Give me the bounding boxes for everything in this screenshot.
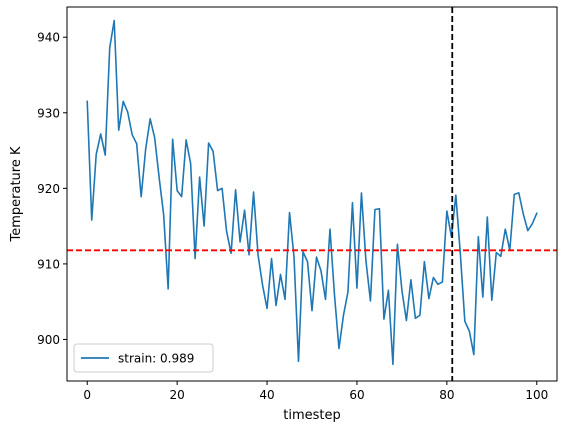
y-axis-label: Temperature K [9,146,24,242]
axes-frame [66,6,558,382]
x-tick-label: 40 [259,388,274,402]
data-layer [67,7,557,381]
legend-label: strain: 0.989 [118,352,194,366]
plot-area: 0 20 40 60 80 100 900 910 920 930 940 strain: 0.989 [37,6,558,402]
y-tick-label: 930 [37,106,60,120]
series-line-0 [86,19,538,366]
y-tick-label: 910 [37,257,60,271]
legend: strain: 0.989 [73,343,214,373]
y-tick-label: 900 [37,333,60,347]
x-tick-label: 80 [439,388,454,402]
x-axis-label: timestep [283,408,341,423]
x-tick-label: 0 [83,388,91,402]
x-tick-label: 60 [349,388,364,402]
x-tick-label: 100 [525,388,548,402]
y-tick-label: 920 [37,182,60,196]
y-tick-label: 940 [37,31,60,45]
legend-box [73,343,214,373]
x-tick-label: 20 [169,388,184,402]
